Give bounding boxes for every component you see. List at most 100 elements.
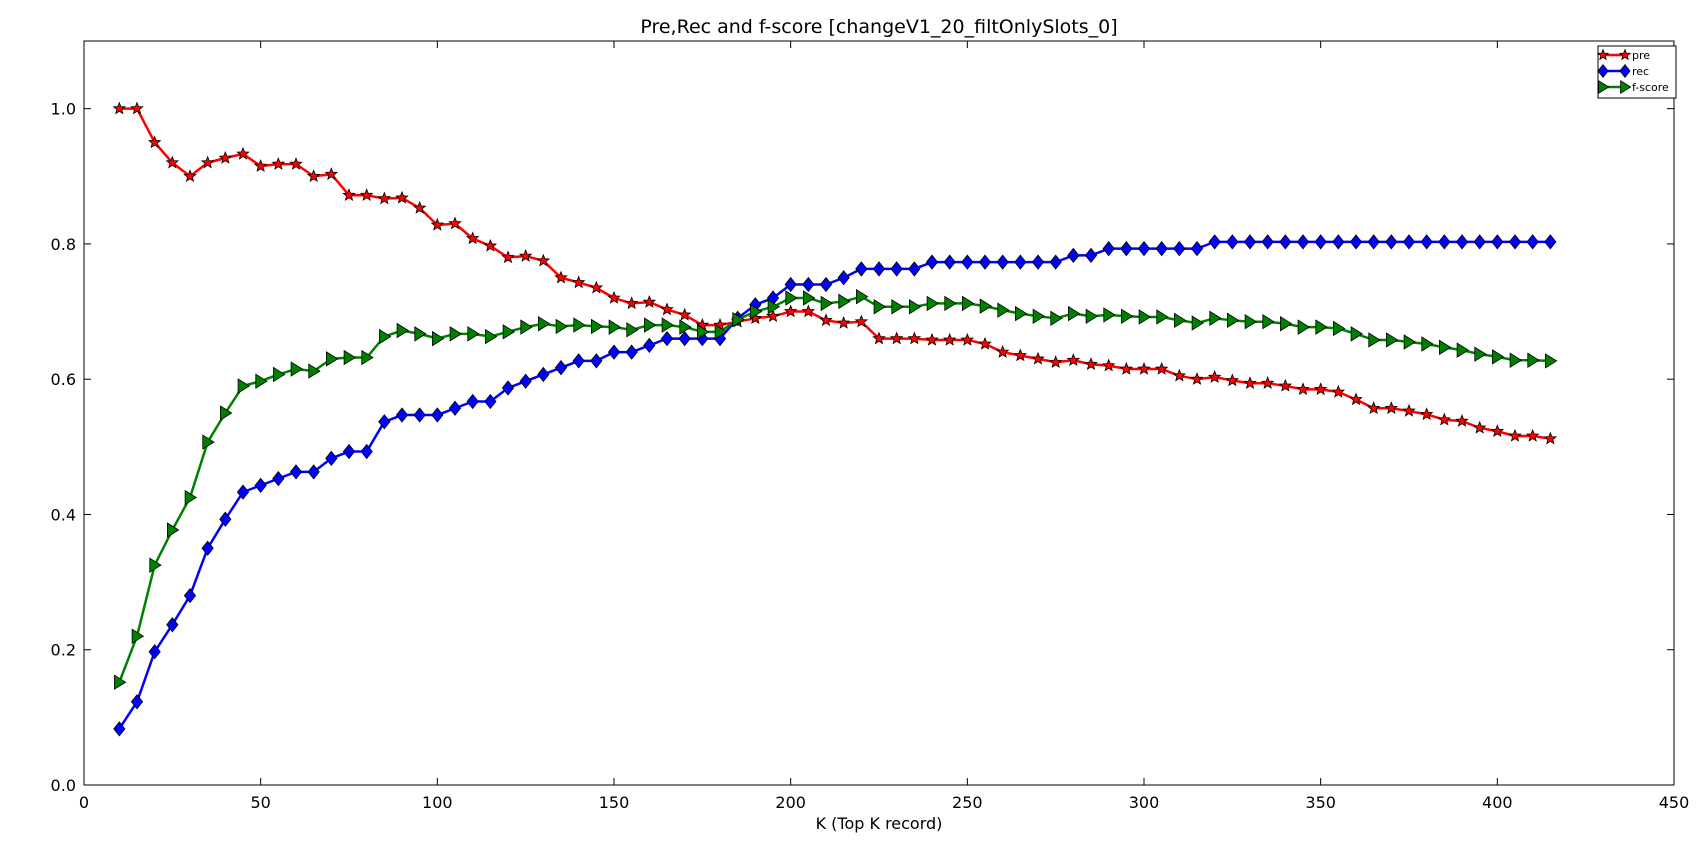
y-tick-label: 0.6 [51, 370, 76, 389]
data-point-f-score [591, 318, 604, 335]
data-point-pre [1190, 372, 1204, 385]
data-point-f-score [414, 326, 427, 342]
data-point-f-score [697, 324, 710, 340]
data-point-pre [147, 135, 162, 149]
data-point-f-score [661, 317, 675, 333]
data-point-rec [289, 464, 303, 480]
data-point-rec [1226, 234, 1239, 250]
data-point-pre [342, 188, 356, 201]
data-point-f-score [1545, 353, 1558, 369]
series-f-score [114, 288, 1558, 690]
data-point-pre [1119, 361, 1134, 375]
data-point-f-score [149, 557, 162, 573]
data-point-f-score [944, 295, 957, 312]
data-point-pre [1419, 407, 1434, 421]
data-point-pre [483, 238, 498, 252]
data-point-pre [1437, 412, 1452, 426]
legend-item-f-score: f-score [1598, 79, 1669, 95]
data-point-rec [643, 337, 656, 354]
data-point-pre [183, 169, 197, 183]
data-point-rec [448, 400, 462, 416]
y-tick-label: 0.0 [51, 776, 76, 795]
x-tick-label: 150 [599, 793, 630, 812]
chart-title: Pre,Rec and f-score [changeV1_20_filtOnl… [640, 16, 1117, 38]
data-point-rec [925, 254, 939, 270]
data-point-f-score [1297, 319, 1311, 335]
x-tick-label: 400 [1482, 793, 1513, 812]
data-point-f-score [1368, 332, 1381, 348]
legend-item-rec: rec [1597, 64, 1649, 78]
data-point-f-score [732, 311, 745, 328]
data-point-rec [1296, 234, 1310, 250]
data-point-rec [908, 261, 921, 277]
data-point-f-score [361, 349, 374, 366]
data-point-pre [1313, 382, 1328, 396]
legend: pre rec f-score [1596, 45, 1677, 99]
data-point-rec [1137, 241, 1151, 257]
data-point-f-score [255, 373, 268, 389]
data-point-pre [1508, 428, 1522, 442]
data-point-rec [1190, 241, 1204, 257]
data-point-pre [289, 157, 303, 170]
data-point-pre [589, 280, 604, 294]
x-tick-label: 0 [79, 793, 89, 812]
data-point-pre [889, 331, 904, 345]
data-point-rec [1014, 254, 1027, 270]
data-point-f-score [714, 324, 728, 340]
data-point-pre [783, 304, 798, 318]
data-point-f-score [237, 378, 251, 394]
data-point-rec [1473, 234, 1486, 250]
data-point-rec [625, 344, 638, 360]
data-point-pre [1402, 403, 1416, 417]
data-point-f-score [608, 319, 622, 335]
data-point-rec [1049, 254, 1062, 270]
data-point-pre [1243, 376, 1257, 389]
data-point-pre [448, 216, 462, 230]
data-point-pre [1490, 424, 1505, 438]
data-point-pre [1296, 382, 1310, 396]
data-point-rec [1067, 247, 1080, 264]
data-point-rec [802, 276, 815, 293]
data-point-rec [236, 484, 250, 500]
legend-marker [1620, 79, 1632, 95]
data-point-f-score [131, 628, 145, 644]
data-point-pre [1331, 384, 1346, 398]
x-tick-label: 250 [952, 793, 983, 812]
data-point-rec [360, 443, 373, 460]
data-point-rec [484, 393, 497, 410]
data-point-rec [961, 254, 974, 270]
data-point-rec [784, 276, 797, 293]
data-point-rec [148, 644, 161, 660]
data-point-pre [660, 302, 674, 316]
data-point-rec [1491, 234, 1504, 250]
data-point-rec [1243, 234, 1257, 250]
data-point-f-score [926, 295, 940, 312]
data-point-pre [642, 294, 657, 308]
data-point-f-score [485, 328, 498, 345]
data-point-rec [1526, 234, 1539, 250]
axis-ticks: 0 50 100 150 200 250 300 350 400 450 0.0 0.2 0.4 0.6 0… [51, 41, 1689, 812]
data-point-rec [307, 464, 320, 480]
data-point-f-score [520, 319, 533, 335]
data-point-f-score [502, 324, 516, 340]
data-point-pre [200, 155, 215, 169]
data-point-f-score [1032, 308, 1046, 325]
data-point-f-score [1244, 313, 1258, 330]
data-point-pre [218, 150, 233, 164]
data-point-rec [996, 254, 1009, 270]
data-point-pre [536, 253, 551, 267]
series-line-pre [119, 107, 1551, 440]
data-point-pre [554, 270, 568, 284]
data-point-rec [166, 617, 179, 633]
data-point-pre [412, 200, 427, 214]
data-point-f-score [1121, 308, 1134, 325]
data-point-pre [465, 231, 480, 245]
data-point-pre [819, 313, 833, 327]
data-point-pre [377, 191, 392, 205]
data-point-rec [201, 540, 214, 556]
data-point-pre [607, 290, 621, 304]
data-point-f-score [1386, 332, 1399, 348]
legend-label: rec [1632, 65, 1649, 78]
data-point-pre [1349, 392, 1363, 406]
